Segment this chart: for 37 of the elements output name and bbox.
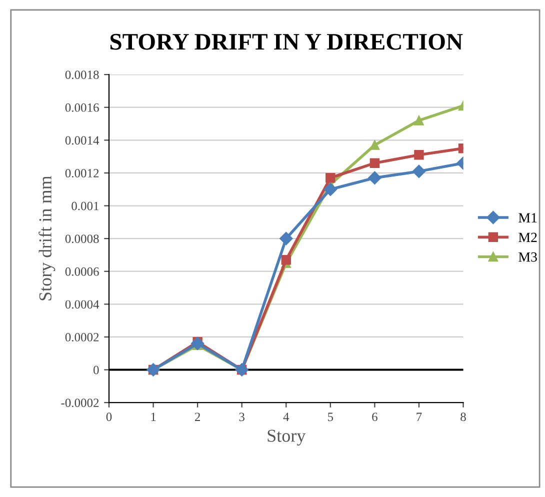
point [281,255,291,265]
x-tick-label: 8 [460,412,466,422]
y-axis-title: Story drift in mm [38,176,56,300]
y-tick-label: 0.0014 [65,136,100,145]
y-tick-label: 0.0004 [65,300,100,309]
y-tick-label: 0.0006 [65,267,99,276]
x-tick-label: 0 [106,412,112,422]
y-tick-label: 0.0018 [65,70,99,80]
x-tick-label: 5 [328,412,334,422]
legend-label: M1 [518,213,537,222]
y-tick-label: 0 [94,366,99,374]
x-tick-label: 1 [151,412,156,421]
y-tick-label: 0.0016 [65,103,99,112]
point [414,150,424,160]
point [368,171,382,184]
point [370,140,380,150]
x-tick-label: 6 [372,412,378,422]
y-tick-label: 0.0002 [65,332,99,342]
x-tick-label: 3 [239,412,244,422]
point [324,182,337,196]
y-tick-label: -0.0002 [61,398,99,408]
legend-label: M2 [518,232,537,242]
x-tick-label: 2 [194,412,200,421]
point [280,232,293,246]
x-tick-label: 4 [283,412,290,421]
legend-label: M3 [518,252,537,262]
chart-title: STORY DRIFT IN Y DIRECTION [110,34,463,50]
point [370,158,380,168]
y-tick-label: 0.0012 [65,168,99,178]
x-tick-label: 7 [416,412,422,421]
y-tick-label: 0.0008 [65,234,99,244]
y-tick-label: 0.001 [72,202,99,210]
point [190,336,204,350]
point [326,173,336,183]
point [414,116,424,126]
point [412,164,426,178]
x-axis-title: Story [268,430,306,446]
